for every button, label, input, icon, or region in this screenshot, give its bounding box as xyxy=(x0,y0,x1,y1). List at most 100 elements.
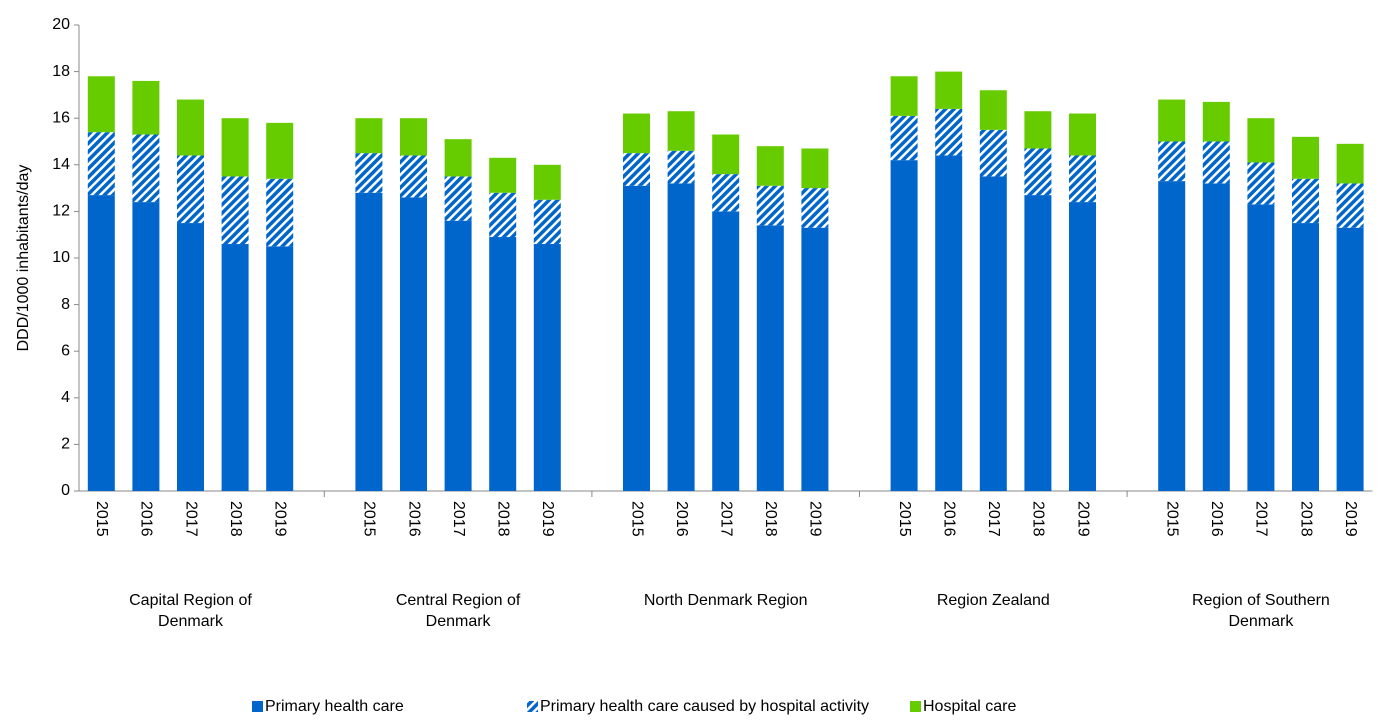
bar-segment xyxy=(1247,204,1275,491)
bar-segment xyxy=(1202,101,1230,142)
bar-segment xyxy=(1024,111,1052,149)
bar-segment xyxy=(87,76,115,133)
bar-segment xyxy=(1024,195,1052,491)
x-tick-label: 2018 xyxy=(1297,501,1314,537)
x-tick-label: 2019 xyxy=(1074,501,1091,537)
legend-swatch xyxy=(910,701,921,712)
legend-swatch xyxy=(252,701,263,712)
group-label: Region Zealand xyxy=(936,592,1050,609)
bar-segment xyxy=(444,176,472,221)
bar-segment xyxy=(266,178,294,247)
y-tick-label: 8 xyxy=(61,296,70,313)
bar-segment xyxy=(712,211,740,491)
x-tick-label: 2019 xyxy=(539,501,556,537)
bar-segment xyxy=(756,146,784,186)
group-label: Central Region of Denmark xyxy=(395,592,521,630)
bar-segment xyxy=(1247,162,1275,205)
legend-label: Primary health care caused by hospital a… xyxy=(540,698,869,715)
x-tick-label: 2017 xyxy=(985,501,1002,537)
bar-segment xyxy=(132,202,160,491)
bar-segment xyxy=(890,76,918,116)
bar-segment xyxy=(533,164,561,200)
x-tick-label: 2015 xyxy=(93,501,110,537)
bar-segment xyxy=(712,134,740,175)
bar-segment xyxy=(801,227,829,491)
bar-segment xyxy=(489,237,517,491)
bar-segment xyxy=(801,148,829,189)
y-tick-label: 4 xyxy=(61,389,70,406)
x-tick-label: 2016 xyxy=(405,501,422,537)
bar-segment xyxy=(890,160,918,491)
bar-segment xyxy=(1202,183,1230,491)
bar-segment xyxy=(1158,141,1186,182)
bar-segment xyxy=(221,118,249,177)
x-tick-label: 2018 xyxy=(494,501,511,537)
bar-segment xyxy=(623,185,650,491)
y-tick-label: 18 xyxy=(52,63,70,80)
bar-segment xyxy=(355,118,383,154)
bar-segment xyxy=(667,183,695,491)
bar-segment xyxy=(1024,148,1052,196)
x-tick-label: 2019 xyxy=(1342,501,1359,537)
bar-segment xyxy=(1202,141,1230,184)
bar-segment xyxy=(623,113,650,154)
legend-swatch xyxy=(527,701,538,712)
bar-segment xyxy=(266,246,294,491)
legend-label: Hospital care xyxy=(923,698,1016,715)
x-tick-label: 2017 xyxy=(1253,501,1270,537)
bar-segment xyxy=(979,129,1007,177)
bar-segment xyxy=(1336,227,1364,491)
x-tick-label: 2017 xyxy=(450,501,467,537)
bar-segment xyxy=(756,225,784,491)
y-tick-label: 20 xyxy=(52,16,70,33)
bar-segment xyxy=(400,118,427,156)
bar-segment xyxy=(979,90,1007,130)
x-tick-label: 2016 xyxy=(940,501,957,537)
y-tick-label: 10 xyxy=(52,249,70,266)
bar-segment xyxy=(935,155,963,492)
bar-segment xyxy=(266,122,294,179)
bar-segment xyxy=(1069,113,1096,156)
x-tick-label: 2017 xyxy=(717,501,734,537)
bar-segment xyxy=(667,111,695,151)
bar-segment xyxy=(1069,202,1096,491)
x-tick-label: 2015 xyxy=(896,501,913,537)
x-tick-label: 2016 xyxy=(138,501,155,537)
bar-segment xyxy=(132,80,160,135)
bar-segment xyxy=(533,199,561,245)
x-tick-label: 2018 xyxy=(762,501,779,537)
y-tick-label: 16 xyxy=(52,109,70,126)
x-tick-label: 2017 xyxy=(182,501,199,537)
x-tick-label: 2016 xyxy=(1208,501,1225,537)
x-tick-label: 2019 xyxy=(271,501,288,537)
bar-segment xyxy=(1292,136,1319,179)
x-tick-label: 2016 xyxy=(673,501,690,537)
legend-label: Primary health care xyxy=(265,698,404,715)
bar-segment xyxy=(756,185,784,226)
y-tick-label: 0 xyxy=(61,482,70,499)
bar-segment xyxy=(177,223,204,492)
bar-segment xyxy=(489,157,517,193)
y-tick-label: 2 xyxy=(61,436,70,453)
bar-segment xyxy=(712,174,740,212)
bar-segment xyxy=(355,153,383,193)
y-tick-label: 12 xyxy=(52,203,70,220)
bar-segment xyxy=(1158,99,1186,142)
bar-segment xyxy=(221,244,249,491)
x-tick-label: 2018 xyxy=(227,501,244,537)
bar-segment xyxy=(1292,223,1319,492)
bar-segment xyxy=(177,99,204,156)
group-label: Capital Region of Denmark xyxy=(129,592,252,630)
bar-segment xyxy=(1292,178,1319,224)
group-label: North Denmark Region xyxy=(643,592,808,609)
y-tick-label: 6 xyxy=(61,342,70,359)
bar-segment xyxy=(623,153,650,186)
bar-segment xyxy=(355,192,383,491)
bar-segment xyxy=(87,132,115,196)
bar-segment xyxy=(400,155,427,198)
y-axis-label: DDD/1000 inhabitants/day xyxy=(15,165,32,352)
bar-segment xyxy=(1336,183,1364,228)
x-tick-label: 2018 xyxy=(1030,501,1047,537)
